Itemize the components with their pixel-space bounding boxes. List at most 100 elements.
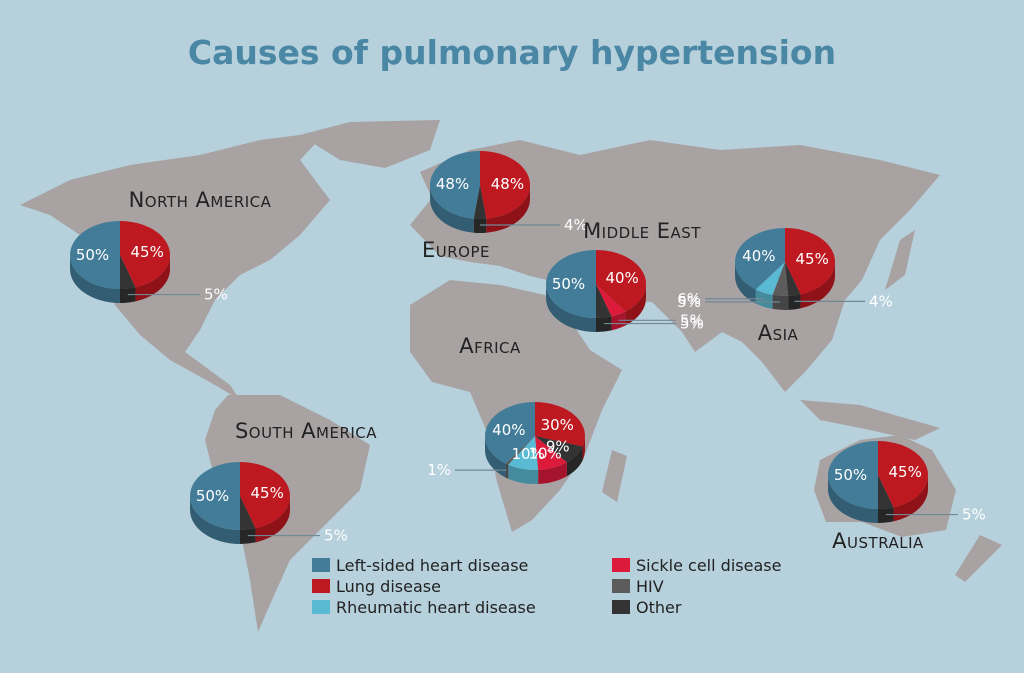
pie: 40% 5% 5% 50% [546,250,704,333]
legend-swatch [312,600,330,614]
slice [735,228,785,290]
legend-swatch [612,600,630,614]
slice-side [800,262,835,309]
islands [800,400,940,440]
legend-label: Lung disease [336,577,441,596]
legend-label: Left-sided heart disease [336,556,528,575]
slice [120,255,136,289]
slice [878,475,894,509]
pie: 45% 5% 50% [70,221,228,304]
legend-swatch [612,579,630,593]
slice-side [828,475,878,523]
slice-side [755,289,773,309]
value-label: 50% [552,275,585,293]
slice [596,284,612,318]
legend-swatch [612,558,630,572]
slice-side [596,316,612,332]
value-label: 10% [528,444,561,462]
value-label: 6% [677,290,701,308]
value-label: 40% [605,269,638,287]
slice [785,262,801,296]
slice [240,496,256,530]
slice-side [735,262,756,304]
value-label: 1% [427,461,451,479]
value-label: 5% [962,506,986,524]
legend-label: Other [636,598,682,617]
slice-side [893,475,928,522]
value-label: 30% [541,416,574,434]
slice-side [611,311,626,331]
slice [535,436,567,470]
slice-side [508,464,539,484]
value-label: 40% [742,247,775,265]
region-label: Asia [758,321,799,345]
slice-side [566,446,583,477]
legend-swatch [312,558,330,572]
value-label: 5% [204,286,228,304]
value-label: 10% [511,445,544,463]
slice-side [240,528,256,544]
slice [190,462,240,530]
legend-label: Sickle cell disease [636,556,781,575]
madagascar [602,450,627,502]
value-label: 5% [324,527,348,545]
slice [596,250,647,312]
value-label: 4% [869,292,893,310]
slice [240,462,291,529]
slice-side [878,507,894,523]
chart-title: Causes of pulmonary hypertension [188,33,836,72]
value-label: 5% [677,293,701,311]
region-label: Middle East [583,219,701,243]
slice [70,221,120,289]
value-label: 9% [546,438,570,456]
pie: 45% 4% 5%6% 40% [677,228,893,311]
legend-label: Rheumatic heart disease [336,598,536,617]
slice [485,402,535,464]
slice [120,221,170,288]
slice-side [135,255,170,302]
value-label: 40% [492,421,525,439]
slice [535,402,585,447]
slice [480,151,531,219]
slice [429,151,480,219]
pie: 45% 5% 50% [828,441,986,524]
value-label: 45% [888,463,921,481]
slice-side [190,496,240,544]
legend-swatch [312,579,330,593]
slice [505,436,535,465]
slice-side [430,185,474,233]
slice-side [582,436,585,461]
region-label: Australia [832,529,924,553]
slice-side [772,294,789,311]
slice [535,436,583,463]
slice-side [485,436,506,478]
eurasia [410,140,940,392]
value-label: 45% [130,243,163,261]
slice [546,250,596,318]
value-label: 50% [834,466,867,484]
slice-side [505,463,509,479]
slice [596,284,626,317]
slice-side [255,496,290,543]
slice-side [788,294,801,310]
region-label: Africa [459,334,521,358]
slice [772,262,789,297]
slice [473,185,487,220]
slice-side [625,284,646,326]
value-label: 45% [250,484,283,502]
value-label: 45% [795,250,828,268]
slice [755,262,785,295]
legend-label: HIV [636,577,664,596]
slice [878,441,928,508]
value-label: 4% [564,216,588,234]
slice-side [538,462,567,484]
region-label: Europe [422,238,490,262]
slice-side [70,255,120,303]
slice-side [546,284,596,332]
slice [508,436,539,471]
value-label: 5% [680,315,704,333]
slice [828,441,878,509]
slice-side [120,287,136,303]
value-label: 48% [491,175,524,193]
